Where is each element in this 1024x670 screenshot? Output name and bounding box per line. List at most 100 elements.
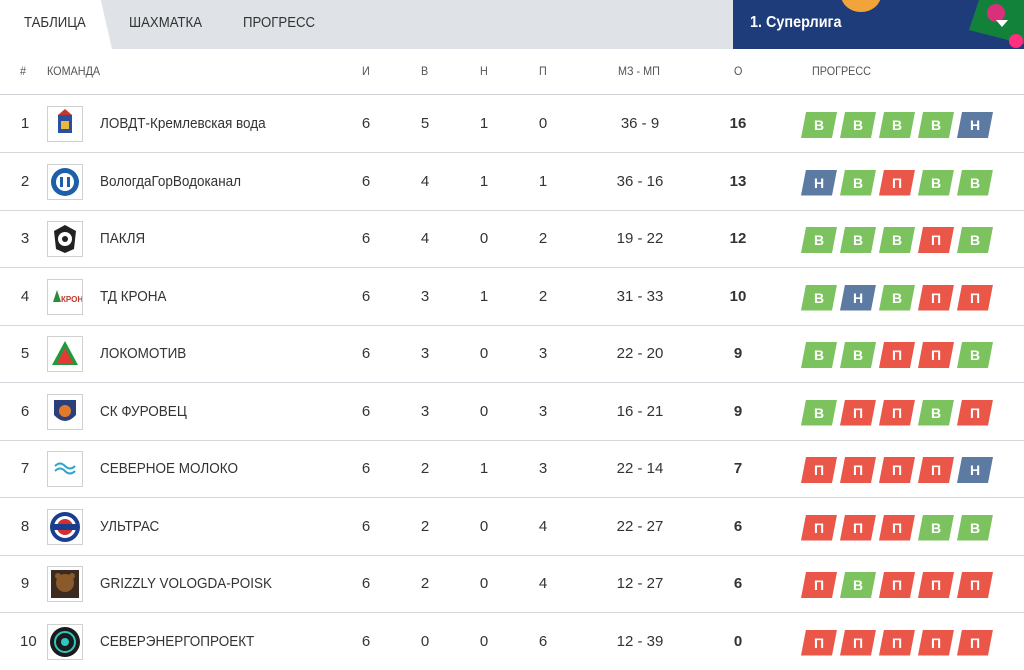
team-logo-icon: КРОНА <box>47 278 83 315</box>
drawn-cell: 0 <box>479 632 489 650</box>
result-badge: П <box>957 400 993 426</box>
position-cell: 2 <box>20 172 30 190</box>
league-label: 1. Суперлига <box>750 14 842 31</box>
result-badge: В <box>801 227 837 253</box>
result-badge: В <box>957 515 993 541</box>
result-badge: Н <box>840 285 876 311</box>
table-row[interactable]: 8 УЛЬТРАС 6 2 0 4 22 - 27 6 П П П В В <box>0 498 1024 556</box>
chevron-down-icon <box>996 20 1008 27</box>
result-badge: П <box>918 457 954 483</box>
result-badge: В <box>840 112 876 138</box>
active-tab-background <box>0 0 112 49</box>
team-name[interactable]: СК ФУРОВЕЦ <box>100 402 187 420</box>
won-cell: 5 <box>420 115 430 132</box>
result-badge: В <box>801 112 837 138</box>
result-badge: П <box>801 630 837 656</box>
result-badge: П <box>957 285 993 311</box>
played-cell: 6 <box>361 460 371 477</box>
won-cell: 4 <box>420 172 430 190</box>
position-cell: 1 <box>20 115 30 132</box>
result-badge: П <box>957 630 993 656</box>
result-badge: П <box>879 630 915 656</box>
result-badge: П <box>957 572 993 598</box>
table-row[interactable]: 10 СЕВЕРЭНЕРГОПРОЕКТ 6 0 0 6 12 - 39 0 П П П П П <box>0 613 1024 670</box>
team-name[interactable]: ЛОКОМОТИВ <box>100 345 187 362</box>
won-cell: 0 <box>420 632 430 650</box>
table-header: # КОМАНДА И В Н П МЗ - МП О ПРОГРЕСС <box>0 49 1024 95</box>
team-name[interactable]: СЕВЕРЭНЕРГОПРОЕКТ <box>100 632 255 650</box>
result-badge: Н <box>957 112 993 138</box>
team-name[interactable]: УЛЬТРАС <box>100 517 160 535</box>
drawn-cell: 0 <box>479 517 489 535</box>
col-drawn: Н <box>480 64 488 78</box>
played-cell: 6 <box>361 575 371 592</box>
col-goals: МЗ - МП <box>618 64 660 78</box>
team-name[interactable]: ПАКЛЯ <box>100 230 146 247</box>
svg-text:КРОНА: КРОНА <box>61 295 82 304</box>
table-row[interactable]: 2 ВологдаГорВодоканал 6 4 1 1 36 - 16 13 Н В П В В <box>0 153 1024 211</box>
points-cell: 6 <box>733 517 743 535</box>
col-won: В <box>421 64 429 78</box>
goals-cell: 31 - 33 <box>616 287 664 305</box>
position-cell: 5 <box>20 345 30 362</box>
points-cell: 7 <box>733 460 743 477</box>
position-cell: 8 <box>20 517 30 535</box>
result-badge: П <box>801 572 837 598</box>
league-selector[interactable]: 1. Суперлига <box>733 0 1024 49</box>
team-logo-icon <box>47 508 83 545</box>
team-name[interactable]: GRIZZLY VOLOGDA-POISK <box>100 575 273 592</box>
won-cell: 3 <box>420 345 430 362</box>
points-cell: 13 <box>729 172 747 190</box>
result-badge: В <box>801 342 837 368</box>
result-badge: П <box>918 572 954 598</box>
lost-cell: 3 <box>538 345 548 362</box>
team-name[interactable]: ТД КРОНА <box>100 287 167 305</box>
played-cell: 6 <box>361 632 371 650</box>
tab-chessboard[interactable]: ШАХМАТКА <box>129 14 203 31</box>
tab-table[interactable]: ТАБЛИЦА <box>24 14 86 31</box>
points-cell: 0 <box>733 632 743 650</box>
played-cell: 6 <box>361 172 371 190</box>
drawn-cell: 0 <box>479 230 489 247</box>
result-badge: В <box>879 227 915 253</box>
team-name[interactable]: СЕВЕРНОЕ МОЛОКО <box>100 460 238 477</box>
table-row[interactable]: 7 СЕВЕРНОЕ МОЛОКО 6 2 1 3 22 - 14 7 П П П П Н <box>0 440 1024 498</box>
won-cell: 2 <box>420 575 430 592</box>
drawn-cell: 1 <box>479 172 489 190</box>
team-logo-icon <box>47 451 83 487</box>
won-cell: 3 <box>420 287 430 305</box>
table-row[interactable]: 6 СК ФУРОВЕЦ 6 3 0 3 16 - 21 9 В П П В П <box>0 383 1024 441</box>
table-row[interactable]: 1 ЛОВДТ-Кремлевская вода 6 5 1 0 36 - 9 16 В В В В Н <box>0 95 1024 153</box>
drawn-cell: 0 <box>479 575 489 592</box>
table-row[interactable]: 9 GRIZZLY VOLOGDA-POISK 6 2 0 4 12 - 27 6 П В П П П <box>0 555 1024 613</box>
lost-cell: 2 <box>538 287 548 305</box>
table-row[interactable]: 3 ПАКЛЯ 6 4 0 2 19 - 22 12 В В В П В <box>0 210 1024 268</box>
played-cell: 6 <box>361 115 371 132</box>
result-badge: П <box>840 457 876 483</box>
result-badge: В <box>918 112 954 138</box>
position-cell: 9 <box>20 575 30 592</box>
lost-cell: 1 <box>538 172 548 190</box>
team-name[interactable]: ЛОВДТ-Кремлевская вода <box>100 115 266 132</box>
col-team: КОМАНДА <box>47 64 101 78</box>
played-cell: 6 <box>361 402 371 420</box>
result-badge: П <box>879 342 915 368</box>
team-name[interactable]: ВологдаГорВодоканал <box>100 172 242 190</box>
goals-cell: 12 - 27 <box>616 575 664 592</box>
result-badge: В <box>879 285 915 311</box>
result-badge: В <box>918 170 954 196</box>
table-row[interactable]: 5 ЛОКОМОТИВ 6 3 0 3 22 - 20 9 В В П П В <box>0 325 1024 383</box>
won-cell: 2 <box>420 517 430 535</box>
lost-cell: 4 <box>538 517 548 535</box>
points-cell: 12 <box>729 230 747 247</box>
played-cell: 6 <box>361 345 371 362</box>
tab-progress[interactable]: ПРОГРЕСС <box>243 14 316 31</box>
result-badge: В <box>801 400 837 426</box>
position-cell: 4 <box>20 287 30 305</box>
result-badge: П <box>879 400 915 426</box>
team-logo-icon <box>47 623 83 660</box>
drawn-cell: 1 <box>479 460 489 477</box>
team-logo-icon <box>47 163 83 200</box>
result-badge: П <box>840 400 876 426</box>
